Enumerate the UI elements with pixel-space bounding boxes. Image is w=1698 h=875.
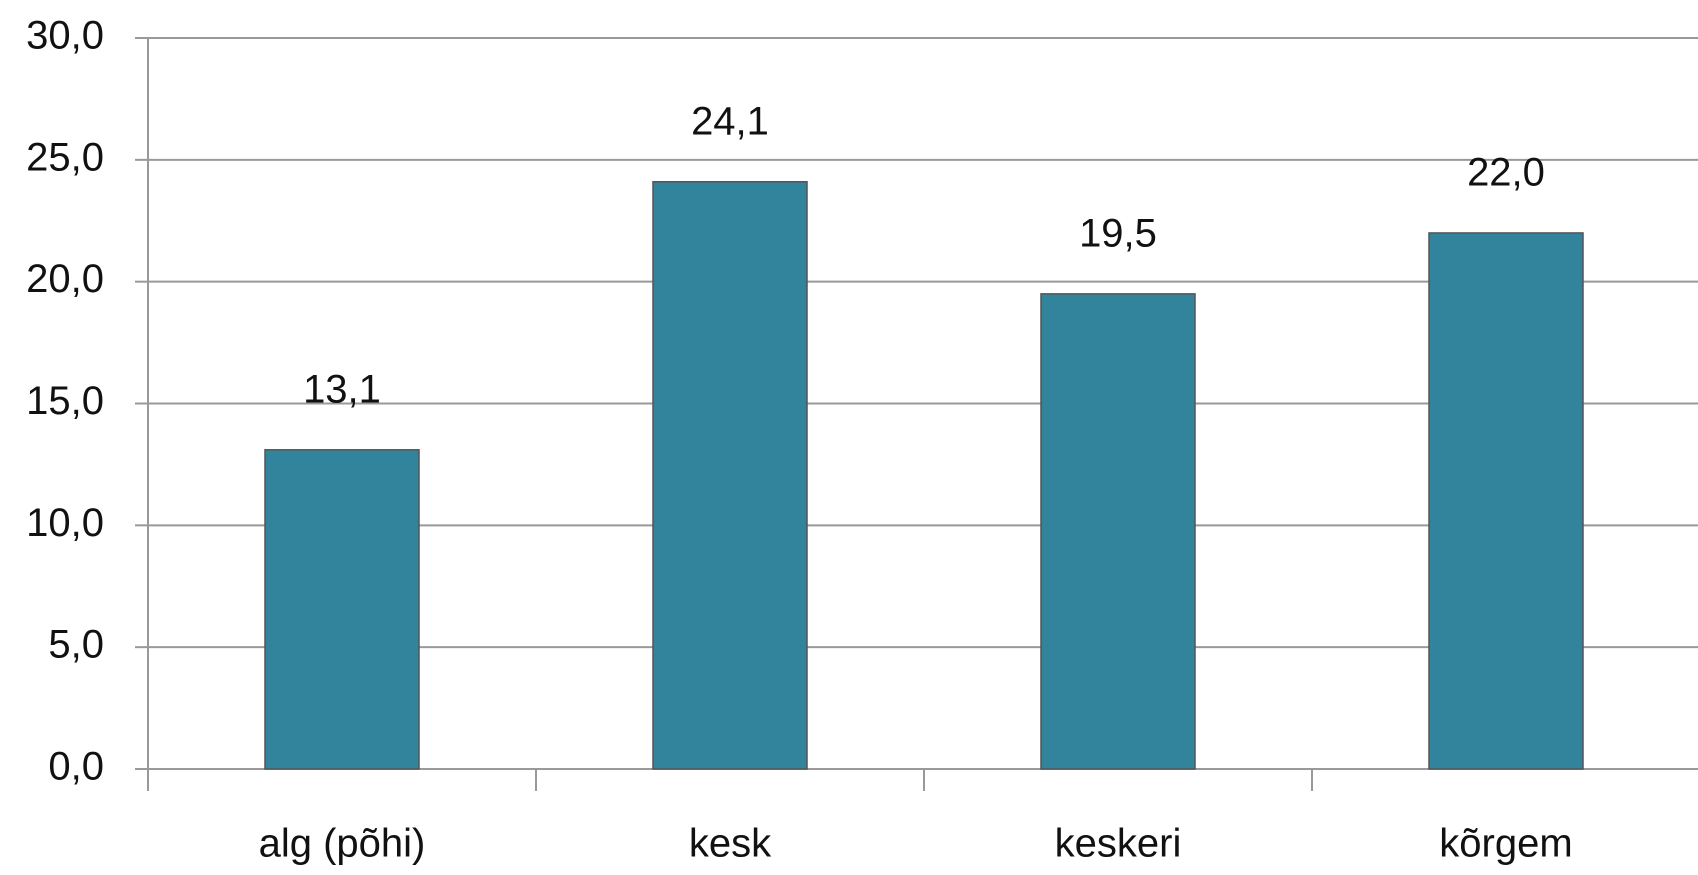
y-tick-label: 30,0 bbox=[26, 14, 104, 58]
y-tick-label: 5,0 bbox=[48, 623, 104, 667]
data-label: 22,0 bbox=[1467, 150, 1545, 194]
bar bbox=[264, 449, 420, 770]
y-tick-label: 25,0 bbox=[26, 135, 104, 179]
x-tick-label: keskeri bbox=[1055, 822, 1182, 866]
bar bbox=[1040, 293, 1196, 770]
x-tick-label: kõrgem bbox=[1439, 822, 1572, 866]
bar bbox=[652, 181, 808, 770]
data-label: 13,1 bbox=[303, 367, 381, 411]
y-tick-label: 20,0 bbox=[26, 257, 104, 301]
y-tick-label: 15,0 bbox=[26, 379, 104, 423]
x-tick-label: alg (põhi) bbox=[259, 822, 426, 866]
bar bbox=[1428, 232, 1584, 770]
y-tick-label: 10,0 bbox=[26, 501, 104, 545]
x-tick-label: kesk bbox=[689, 822, 772, 866]
data-label: 24,1 bbox=[691, 99, 769, 143]
data-label: 19,5 bbox=[1079, 211, 1157, 255]
y-tick-label: 0,0 bbox=[48, 745, 104, 789]
